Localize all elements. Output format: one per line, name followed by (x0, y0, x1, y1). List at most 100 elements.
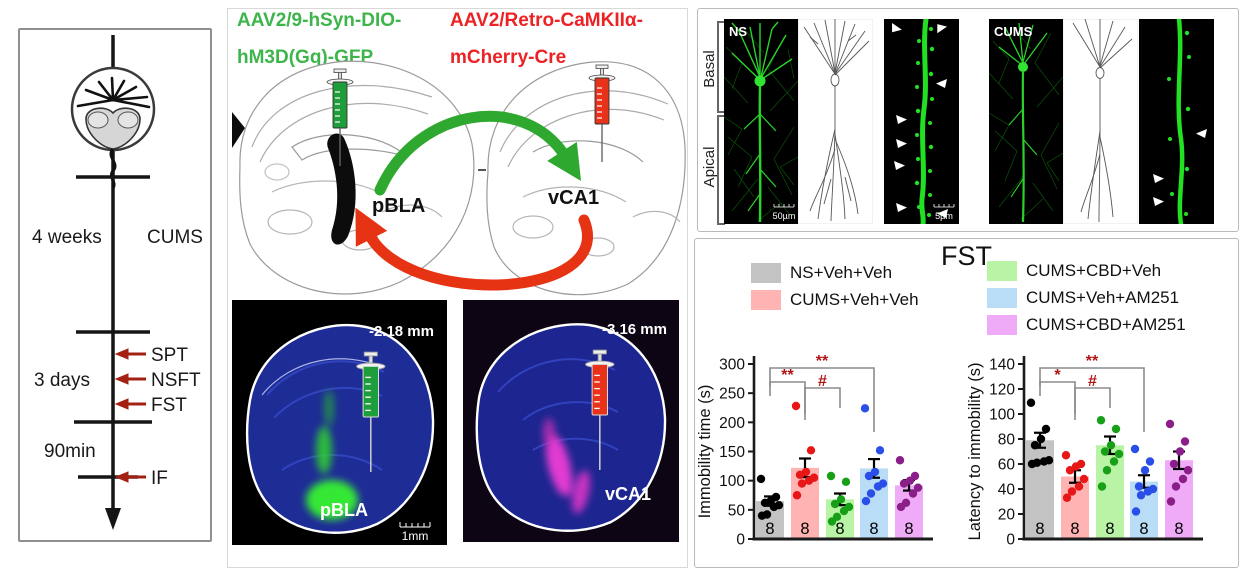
green-virus-label-line1: AAV2/9-hSyn-DIO- (237, 10, 402, 31)
interval2-label: 3 days (34, 370, 90, 391)
svg-text:50: 50 (728, 502, 746, 519)
basal-label: Basal (701, 50, 718, 88)
svg-text:150: 150 (719, 444, 745, 461)
timeline-panel: 4 weeks CUMS 3 days SPT NSFT FST 90min I… (18, 28, 212, 542)
scalebar-1mm-icon (399, 522, 431, 528)
vca1-label: vCA1 (548, 187, 599, 209)
red-projection-arrow (355, 207, 593, 291)
svg-text:100: 100 (719, 473, 745, 490)
ns-label: NS (729, 24, 747, 39)
pbla-label: pBLA (372, 195, 425, 217)
spine-arrowheads (892, 23, 948, 218)
svg-text:*: * (1054, 367, 1061, 384)
green-projection-arrow (374, 110, 582, 196)
legend-swatch-cums-veh-am251 (987, 288, 1017, 308)
svg-text:8: 8 (1139, 520, 1148, 538)
svg-text:Latency to immobility (s): Latency to immobility (s) (966, 363, 984, 541)
atlas-vca1 (478, 61, 686, 296)
test1-label: SPT (151, 345, 188, 366)
svg-text:#: # (1088, 373, 1097, 390)
svg-text:140: 140 (989, 357, 1015, 374)
svg-text:**: ** (1086, 353, 1099, 370)
ns-tracing-image (798, 19, 873, 224)
mouse-icon (70, 66, 156, 189)
red-virus-label-line2: mCherry-Cre (450, 47, 567, 68)
svg-text:8: 8 (1035, 520, 1044, 538)
green-syringe-icon (326, 68, 354, 166)
ns-neuron-image: NS 50µm (724, 19, 798, 224)
svg-text:300: 300 (719, 357, 745, 374)
legend-label: CUMS+CBD+Veh (1026, 261, 1162, 280)
svg-text:**: ** (816, 353, 829, 370)
svg-text:8: 8 (835, 520, 844, 538)
cums-neuron-image: CUMS (989, 19, 1063, 224)
svg-text:8: 8 (765, 520, 774, 538)
interval1-label: 4 weeks (32, 227, 102, 248)
latency-chart: 0 20 40 60 80 100 120 140 Latency to immobility … (966, 353, 1203, 549)
event-arrows (114, 348, 146, 483)
red-syringe-overlay-icon (585, 349, 615, 471)
svg-text:Immobility time (s): Immobility time (s) (696, 385, 714, 519)
svg-text:40: 40 (998, 482, 1016, 499)
spine-arrowheads (1153, 129, 1207, 206)
legend-label: CUMS+Veh+Veh (790, 290, 919, 309)
stress-label: CUMS (147, 227, 203, 248)
svg-text:120: 120 (989, 382, 1015, 399)
svg-text:8: 8 (904, 520, 913, 538)
svg-text:**: ** (781, 367, 794, 384)
mcherry-signal (543, 418, 591, 514)
svg-text:0: 0 (1006, 532, 1015, 549)
red-virus-label-line1: AAV2/Retro-CaMKIIα- (450, 10, 643, 31)
microscopy-panel: Basal Apical (697, 8, 1239, 232)
histology-pbla-image: -2.18 mm pBLA 1mm (232, 300, 447, 545)
basal-bracket-icon (717, 21, 725, 113)
legend-item: CUMS+Veh+Veh (751, 290, 919, 310)
test4-label: IF (151, 468, 168, 489)
viral-strategy-panel (227, 8, 688, 568)
ns-dendrite-image: 5µm (884, 19, 959, 224)
atlas-midline-mark (232, 112, 245, 148)
svg-text:#: # (818, 373, 827, 390)
apical-bracket-icon (717, 115, 725, 225)
svg-text:60: 60 (998, 457, 1016, 474)
svg-text:80: 80 (998, 432, 1016, 449)
pbla-section-label: pBLA (320, 500, 368, 520)
atlas-pbla (239, 60, 475, 295)
svg-text:100: 100 (989, 407, 1015, 424)
svg-text:8: 8 (800, 520, 809, 538)
immobility-chart: 0 50 100 150 200 250 300 Immobility time (s) 8 8 8… (696, 353, 933, 549)
legend-swatch-cums-cbd-veh (987, 261, 1017, 281)
ap-coordinate-right: -3.16 mm (602, 321, 667, 338)
cums-dendrite-image (1139, 19, 1214, 224)
svg-text:20: 20 (998, 507, 1016, 524)
timeline-arrowhead-icon (105, 508, 121, 530)
interval3-label: 90min (44, 441, 96, 462)
legend-label: NS+Veh+Veh (790, 263, 893, 282)
legend-label: CUMS+Veh+AM251 (1026, 288, 1180, 307)
legend-item: CUMS+Veh+AM251 (987, 288, 1179, 308)
apical-label: Apical (701, 146, 718, 188)
timeline-graphic: 4 weeks CUMS 3 days SPT NSFT FST 90min I… (32, 35, 203, 530)
legend-item: CUMS+CBD+AM251 (987, 315, 1186, 335)
scalebar-5um-label: 5µm (935, 211, 953, 221)
cums-label: CUMS (994, 24, 1033, 39)
bla-region-shape (327, 133, 356, 245)
legend-swatch-cums-veh-veh (751, 290, 781, 310)
svg-text:250: 250 (719, 386, 745, 403)
histology-vca1-image: -3.16 mm vCA1 (463, 300, 679, 542)
legend-swatch-cums-cbd-am251 (987, 315, 1017, 335)
scalebar-50um-label: 50µm (773, 211, 796, 221)
atlas-schematic: pBLA vCA1 (232, 60, 686, 296)
legend-swatch-ns-veh-veh (751, 263, 781, 283)
svg-text:8: 8 (869, 520, 878, 538)
cums-tracing-image (1063, 19, 1138, 224)
svg-text:8: 8 (1070, 520, 1079, 538)
green-syringe-overlay-icon (356, 351, 386, 473)
scalebar-5um-icon (933, 204, 955, 208)
red-syringe-icon (588, 64, 616, 162)
svg-text:8: 8 (1174, 520, 1183, 538)
legend-item: NS+Veh+Veh (751, 263, 892, 283)
scalebar-50um-icon (773, 204, 795, 208)
svg-text:8: 8 (1105, 520, 1114, 538)
scalebar-1mm-label: 1mm (402, 529, 429, 543)
